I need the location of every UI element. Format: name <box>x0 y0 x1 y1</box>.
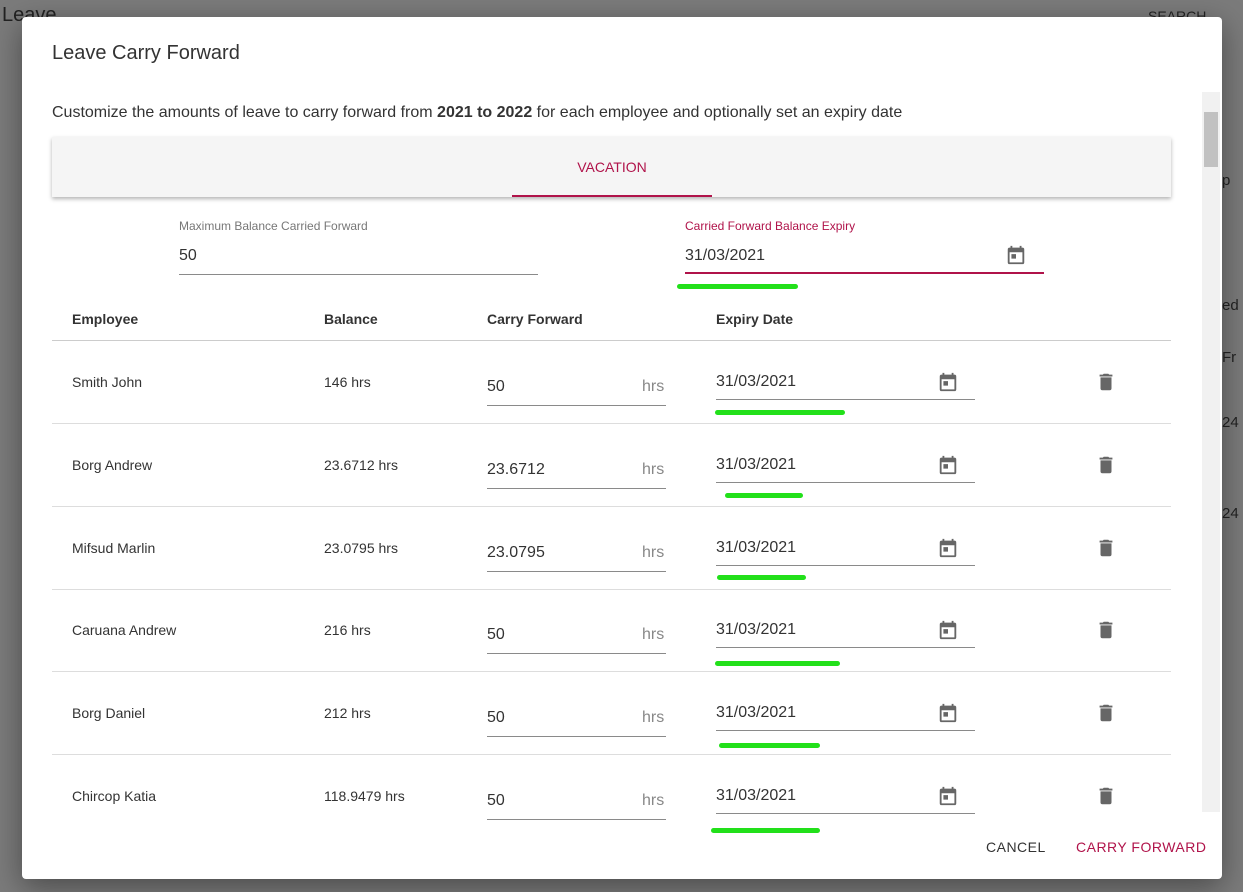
calendar-icon[interactable] <box>937 619 959 646</box>
balance: 212 hrs <box>324 705 371 722</box>
tab[interactable]: VACATION <box>512 137 712 197</box>
delete-icon[interactable] <box>1095 454 1117 481</box>
unit-suffix: hrs <box>642 709 665 727</box>
expiry-input[interactable]: 31/03/2021 <box>716 455 797 473</box>
input-underline <box>716 647 975 649</box>
input-underline <box>716 399 975 400</box>
delete-icon[interactable] <box>1095 537 1117 564</box>
delete-icon[interactable] <box>1095 702 1117 729</box>
calendar-icon[interactable] <box>937 371 959 398</box>
expiry-input[interactable]: 31/03/2021 <box>716 621 797 639</box>
balance: 118.9479 hrs <box>324 788 405 804</box>
text: for each employee and optionally set an … <box>532 104 903 121</box>
field-value[interactable]: 50 <box>179 247 197 264</box>
carry-forward-input[interactable]: 23.6712 <box>487 460 545 478</box>
annotation-underline <box>715 410 845 415</box>
field-label: Carried Forward Balance Expiry <box>685 219 856 233</box>
fragment: ed l <box>1222 297 1243 314</box>
scroll-thumb[interactable] <box>1204 112 1218 167</box>
employee-name: Mifsud Marlin <box>72 539 156 556</box>
input-underline <box>487 487 666 489</box>
input-underline <box>487 405 666 406</box>
calendar-icon[interactable] <box>1005 244 1027 266</box>
input-underline <box>487 570 666 572</box>
input-underline <box>487 819 666 820</box>
field-underline <box>179 274 538 275</box>
employee-name: Borg Daniel <box>72 705 146 722</box>
description: Customize the amounts of leave to carry … <box>52 104 902 122</box>
field-value[interactable]: 31/03/2021 <box>685 247 766 264</box>
employee-name: Chircop Katia <box>72 788 157 804</box>
annotation-underline <box>717 575 806 580</box>
annotation-underline <box>719 743 820 748</box>
scrollbar[interactable] <box>1202 92 1220 812</box>
column-header: Carry Forward <box>487 311 583 327</box>
input-underline <box>487 653 666 655</box>
input-underline <box>716 813 975 814</box>
unit-suffix: hrs <box>642 792 665 809</box>
column-header: Expiry Date <box>716 311 794 327</box>
annotation-underline <box>725 493 803 498</box>
delete-icon[interactable] <box>1095 785 1117 812</box>
text: 2021 to 2022 <box>437 104 533 121</box>
fragment: Fr <box>1222 349 1237 366</box>
fragment: 24 <box>1222 505 1239 522</box>
input-underline <box>716 730 975 732</box>
row-divider <box>52 754 1171 756</box>
calendar-icon[interactable] <box>937 702 959 729</box>
unit-suffix: hrs <box>642 543 665 561</box>
row-divider <box>52 588 1171 590</box>
unit-suffix: hrs <box>642 626 665 644</box>
employee-name: Caruana Andrew <box>72 622 177 639</box>
employee-name: Borg Andrew <box>72 456 153 473</box>
expiry-input[interactable]: 31/03/2021 <box>716 704 797 722</box>
carry-forward-input[interactable]: 50 <box>487 792 505 809</box>
carry-forward-input[interactable]: 50 <box>487 709 505 727</box>
expiry-input[interactable]: 31/03/2021 <box>716 538 797 556</box>
carry-forward-input[interactable]: 23.0795 <box>487 543 545 561</box>
row-divider <box>52 505 1171 507</box>
column-header: Balance <box>324 311 378 327</box>
calendar-icon[interactable] <box>937 785 959 812</box>
row-divider <box>52 423 1171 424</box>
field-label: Maximum Balance Carried Forward <box>179 219 368 233</box>
carry-forward-input[interactable]: 50 <box>487 626 505 644</box>
dialog-title: Leave Carry Forward <box>52 42 240 64</box>
confirm-button[interactable]: CARRY FORWARD <box>1076 839 1207 855</box>
tab-bar: VACATION <box>52 137 1171 197</box>
balance: 146 hrs <box>324 374 371 390</box>
fragment: p <box>1222 172 1231 189</box>
row-divider <box>52 671 1171 673</box>
calendar-icon[interactable] <box>937 454 959 481</box>
text: Customize the amounts of leave to carry … <box>52 104 438 121</box>
calendar-icon[interactable] <box>937 537 959 564</box>
header-divider <box>52 340 1171 341</box>
input-underline <box>716 481 975 483</box>
field-underline <box>685 272 1044 274</box>
unit-suffix: hrs <box>642 378 665 395</box>
balance: 23.6712 hrs <box>324 456 398 473</box>
balance: 216 hrs <box>324 622 371 639</box>
expiry-input[interactable]: 31/03/2021 <box>716 787 797 804</box>
expiry-input[interactable]: 31/03/2021 <box>716 373 797 390</box>
delete-icon[interactable] <box>1095 371 1117 398</box>
annotation-underline <box>711 828 820 833</box>
input-underline <box>716 564 975 566</box>
unit-suffix: hrs <box>642 460 665 478</box>
employee-name: Smith John <box>72 374 143 390</box>
column-header: Employee <box>72 311 139 327</box>
input-underline <box>487 736 666 738</box>
delete-icon[interactable] <box>1095 619 1117 646</box>
annotation-underline <box>677 284 798 289</box>
balance: 23.0795 hrs <box>324 539 398 556</box>
annotation-underline <box>715 661 840 666</box>
cancel-button[interactable]: CANCEL <box>986 839 1046 855</box>
carry-forward-input[interactable]: 50 <box>487 378 505 395</box>
fragment: 24 <box>1222 414 1239 431</box>
